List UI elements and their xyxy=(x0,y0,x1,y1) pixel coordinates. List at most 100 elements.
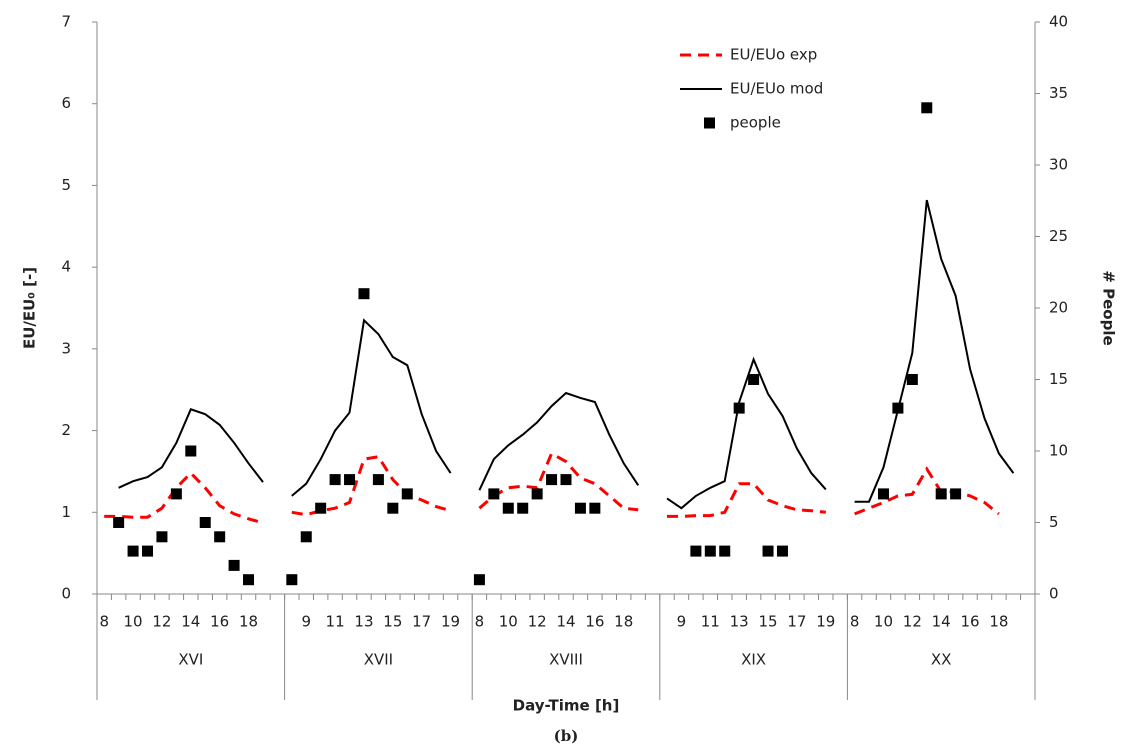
marker xyxy=(704,545,716,557)
series-line xyxy=(104,451,1000,525)
y-tick-label: 5 xyxy=(61,176,71,194)
x-tick-label: 13 xyxy=(730,613,749,631)
marker xyxy=(906,374,918,385)
group-label: XVIII xyxy=(549,651,583,669)
marker xyxy=(387,502,399,514)
x-tick-label: 10 xyxy=(874,613,893,631)
marker xyxy=(574,502,586,514)
y-tick-label: 7 xyxy=(61,13,71,31)
x-tick-label: 9 xyxy=(301,613,311,631)
marker xyxy=(228,559,240,571)
x-tick-label: 16 xyxy=(585,613,604,631)
marker xyxy=(214,531,226,543)
caption: (b) xyxy=(554,727,579,745)
marker xyxy=(401,488,413,500)
x-tick-label: 18 xyxy=(989,613,1008,631)
y2-tick-label: 40 xyxy=(1049,13,1068,31)
y2-tick-label: 0 xyxy=(1049,585,1059,603)
y-tick-label: 1 xyxy=(61,503,71,521)
marker xyxy=(877,488,889,500)
y2-tick-label: 30 xyxy=(1049,156,1068,174)
group-label: XVII xyxy=(364,651,393,669)
series-line xyxy=(118,199,1015,510)
marker xyxy=(286,574,298,586)
x-tick-label: 13 xyxy=(354,613,373,631)
marker xyxy=(329,474,341,486)
marker xyxy=(185,445,197,457)
y-tick-label: 4 xyxy=(61,258,71,276)
marker xyxy=(748,374,760,385)
x-tick-label: 8 xyxy=(850,613,860,631)
marker xyxy=(358,288,370,300)
x-tick-label: 10 xyxy=(499,613,518,631)
marker xyxy=(170,488,182,500)
y2-tick-label: 15 xyxy=(1049,370,1068,388)
marker xyxy=(113,517,125,528)
x-tick-label: 9 xyxy=(677,613,687,631)
marker xyxy=(372,474,384,486)
y-tick-label: 3 xyxy=(61,339,71,357)
x-tick-label: 11 xyxy=(326,613,345,631)
x-tick-label: 17 xyxy=(787,613,806,631)
legend-marker xyxy=(704,117,715,129)
y2-tick-label: 10 xyxy=(1049,442,1068,460)
marker xyxy=(546,474,558,486)
marker xyxy=(473,574,485,586)
marker xyxy=(142,545,154,557)
marker xyxy=(892,402,904,414)
marker xyxy=(935,488,947,500)
marker xyxy=(156,531,168,543)
x-tick-label: 12 xyxy=(903,613,922,631)
x-tick-label: 11 xyxy=(701,613,720,631)
marker xyxy=(344,474,356,486)
x-tick-label: 12 xyxy=(152,613,171,631)
x-tick-label: 8 xyxy=(99,613,109,631)
marker xyxy=(719,545,731,557)
x-axis-title: Day-Time [h] xyxy=(513,697,620,715)
marker xyxy=(733,402,745,414)
y-tick-label: 0 xyxy=(61,585,71,603)
marker xyxy=(517,502,529,514)
y-tick-label: 6 xyxy=(61,94,71,112)
marker xyxy=(776,545,788,557)
x-tick-label: 8 xyxy=(475,613,485,631)
marker xyxy=(488,488,500,500)
marker xyxy=(762,545,774,557)
x-tick-label: 19 xyxy=(441,613,460,631)
group-label: XVI xyxy=(178,651,203,669)
marker xyxy=(589,502,601,514)
y2-tick-label: 35 xyxy=(1049,84,1068,102)
legend-label: EU/EUo mod xyxy=(730,80,823,98)
y-axis-title: EU/EU₀ [-] xyxy=(21,267,39,349)
marker xyxy=(300,531,312,543)
x-tick-label: 12 xyxy=(528,613,547,631)
y2-tick-label: 25 xyxy=(1049,227,1068,245)
x-tick-label: 15 xyxy=(383,613,402,631)
x-tick-label: 17 xyxy=(412,613,431,631)
marker xyxy=(243,574,255,586)
x-tick-label: 14 xyxy=(181,613,200,631)
x-tick-label: 16 xyxy=(961,613,980,631)
y2-axis-title: # People xyxy=(1100,270,1118,345)
x-tick-label: 16 xyxy=(210,613,229,631)
x-tick-label: 18 xyxy=(614,613,633,631)
x-tick-label: 10 xyxy=(124,613,143,631)
marker xyxy=(531,488,543,500)
x-tick-label: 15 xyxy=(758,613,777,631)
marker xyxy=(199,517,211,528)
group-label: XIX xyxy=(741,651,766,669)
marker xyxy=(560,474,572,486)
marker xyxy=(921,102,933,114)
x-tick-label: 14 xyxy=(556,613,575,631)
marker xyxy=(690,545,702,557)
marker xyxy=(315,502,327,514)
x-tick-label: 19 xyxy=(816,613,835,631)
group-label: XX xyxy=(931,651,952,669)
x-tick-label: 18 xyxy=(239,613,258,631)
y2-tick-label: 5 xyxy=(1049,513,1059,531)
legend-label: people xyxy=(730,114,781,132)
y-tick-label: 2 xyxy=(61,421,71,439)
marker xyxy=(502,502,514,514)
